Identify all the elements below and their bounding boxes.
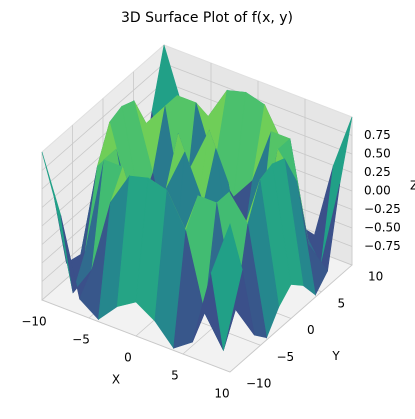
surface-cell <box>210 223 243 351</box>
tick-label: −10 <box>246 377 271 391</box>
tick-label: 10 <box>368 270 383 284</box>
grid-line <box>41 81 165 190</box>
tick-label: −5 <box>277 350 295 364</box>
tick-label: −5 <box>72 333 90 347</box>
z-axis-label: Z <box>410 179 415 193</box>
tick-label: 0.00 <box>364 184 391 198</box>
x-axis-label: X <box>112 373 120 387</box>
grid-line <box>41 63 165 171</box>
tick-label: 0.75 <box>364 128 391 142</box>
tick-label: −10 <box>21 315 46 329</box>
grid-line <box>41 299 231 373</box>
tick-label: 10 <box>214 387 229 401</box>
tick-label: 0.50 <box>364 147 391 161</box>
tick-label: 0 <box>124 351 132 365</box>
tick-label: −0.50 <box>364 221 401 235</box>
tick-label: 0 <box>307 323 315 337</box>
tick-label: 5 <box>171 369 179 383</box>
tick-label: 0.25 <box>364 165 391 179</box>
chart-title: 3D Surface Plot of f(x, y) <box>121 10 293 26</box>
tick-label: −0.25 <box>364 202 401 216</box>
y-axis-label: Y <box>331 349 340 363</box>
tick-label: 5 <box>338 296 346 310</box>
grid-line <box>163 63 353 136</box>
tick-label: −0.75 <box>364 239 401 253</box>
